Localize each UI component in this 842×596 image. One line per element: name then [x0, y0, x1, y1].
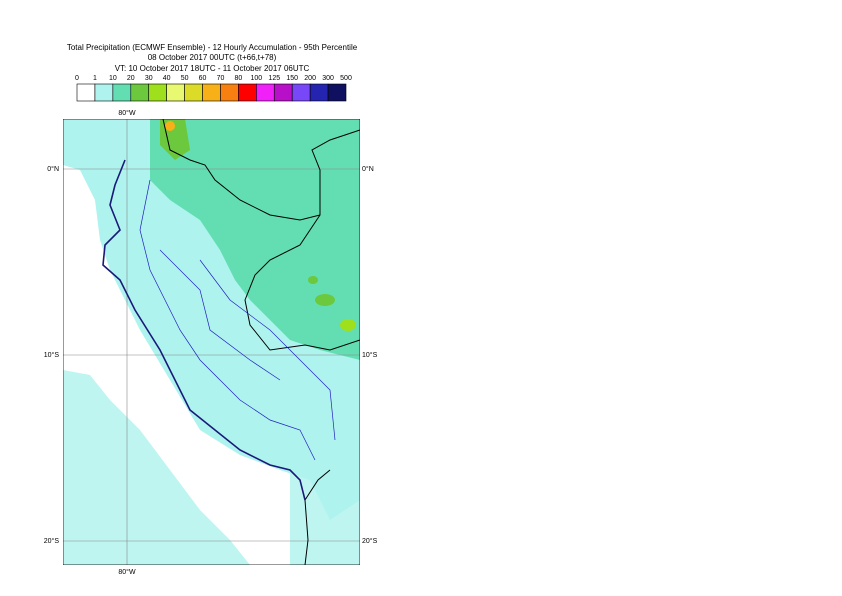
lat-label: 10°S	[362, 351, 378, 359]
legend-swatch	[327, 83, 347, 102]
lat-label: 0°N	[362, 165, 374, 173]
lat-label: 0°N	[47, 165, 59, 173]
legend-label: 60	[199, 75, 207, 82]
border	[162, 119, 360, 221]
precip-area	[308, 276, 318, 284]
legend-swatch	[202, 83, 221, 102]
precip-area	[340, 319, 356, 331]
legend-swatch	[112, 83, 132, 102]
legend-swatch	[166, 83, 185, 102]
legend-swatch	[76, 83, 96, 102]
legend-label: 100	[250, 75, 262, 82]
lat-label: 20°S	[362, 537, 378, 545]
title-line: Total Precipitation (ECMWF Ensemble) - 1…	[67, 43, 358, 52]
legend-swatch	[238, 83, 257, 102]
legend: 0 1 10 20 30 40 50 60 70 80 100 125 150 200 300 500	[75, 75, 352, 102]
precip-area	[63, 370, 250, 565]
title-line: VT: 10 October 2017 18UTC - 11 October 2…	[115, 64, 310, 73]
legend-swatch	[148, 83, 167, 102]
legend-label: 125	[268, 75, 280, 82]
legend-swatch	[309, 83, 329, 102]
legend-label: 30	[145, 75, 153, 82]
legend-label: 1	[93, 75, 97, 82]
legend-label: 40	[163, 75, 171, 82]
lon-label: 80°W	[118, 109, 136, 117]
legend-swatch	[273, 83, 293, 102]
coastline	[102, 159, 306, 501]
precip-area	[150, 119, 360, 360]
legend-swatch	[130, 83, 150, 102]
legend-label: 20	[127, 75, 135, 82]
precip-area	[315, 294, 335, 306]
province-border	[139, 179, 336, 461]
legend-label: 80	[235, 75, 243, 82]
legend-swatch	[94, 83, 114, 102]
title-line: 08 October 2017 00UTC (t+66,t+78)	[148, 53, 277, 62]
legend-label: 200	[304, 75, 316, 82]
legend-swatch	[291, 83, 311, 102]
legend-swatch	[220, 83, 239, 102]
precip-area	[290, 430, 360, 565]
lat-label: 20°S	[44, 537, 60, 545]
legend-label: 0	[75, 75, 79, 82]
legend-swatch	[256, 83, 275, 102]
legend-swatch	[184, 83, 203, 102]
legend-label: 500	[340, 75, 352, 82]
lat-label: 10°S	[44, 351, 60, 359]
legend-label: 70	[217, 75, 225, 82]
precip-area	[165, 121, 175, 131]
legend-label: 10	[109, 75, 117, 82]
legend-label: 300	[322, 75, 334, 82]
border	[244, 214, 360, 351]
map	[63, 119, 360, 565]
legend-label: 50	[181, 75, 189, 82]
lon-label: 80°W	[118, 568, 136, 576]
legend-label: 150	[286, 75, 298, 82]
